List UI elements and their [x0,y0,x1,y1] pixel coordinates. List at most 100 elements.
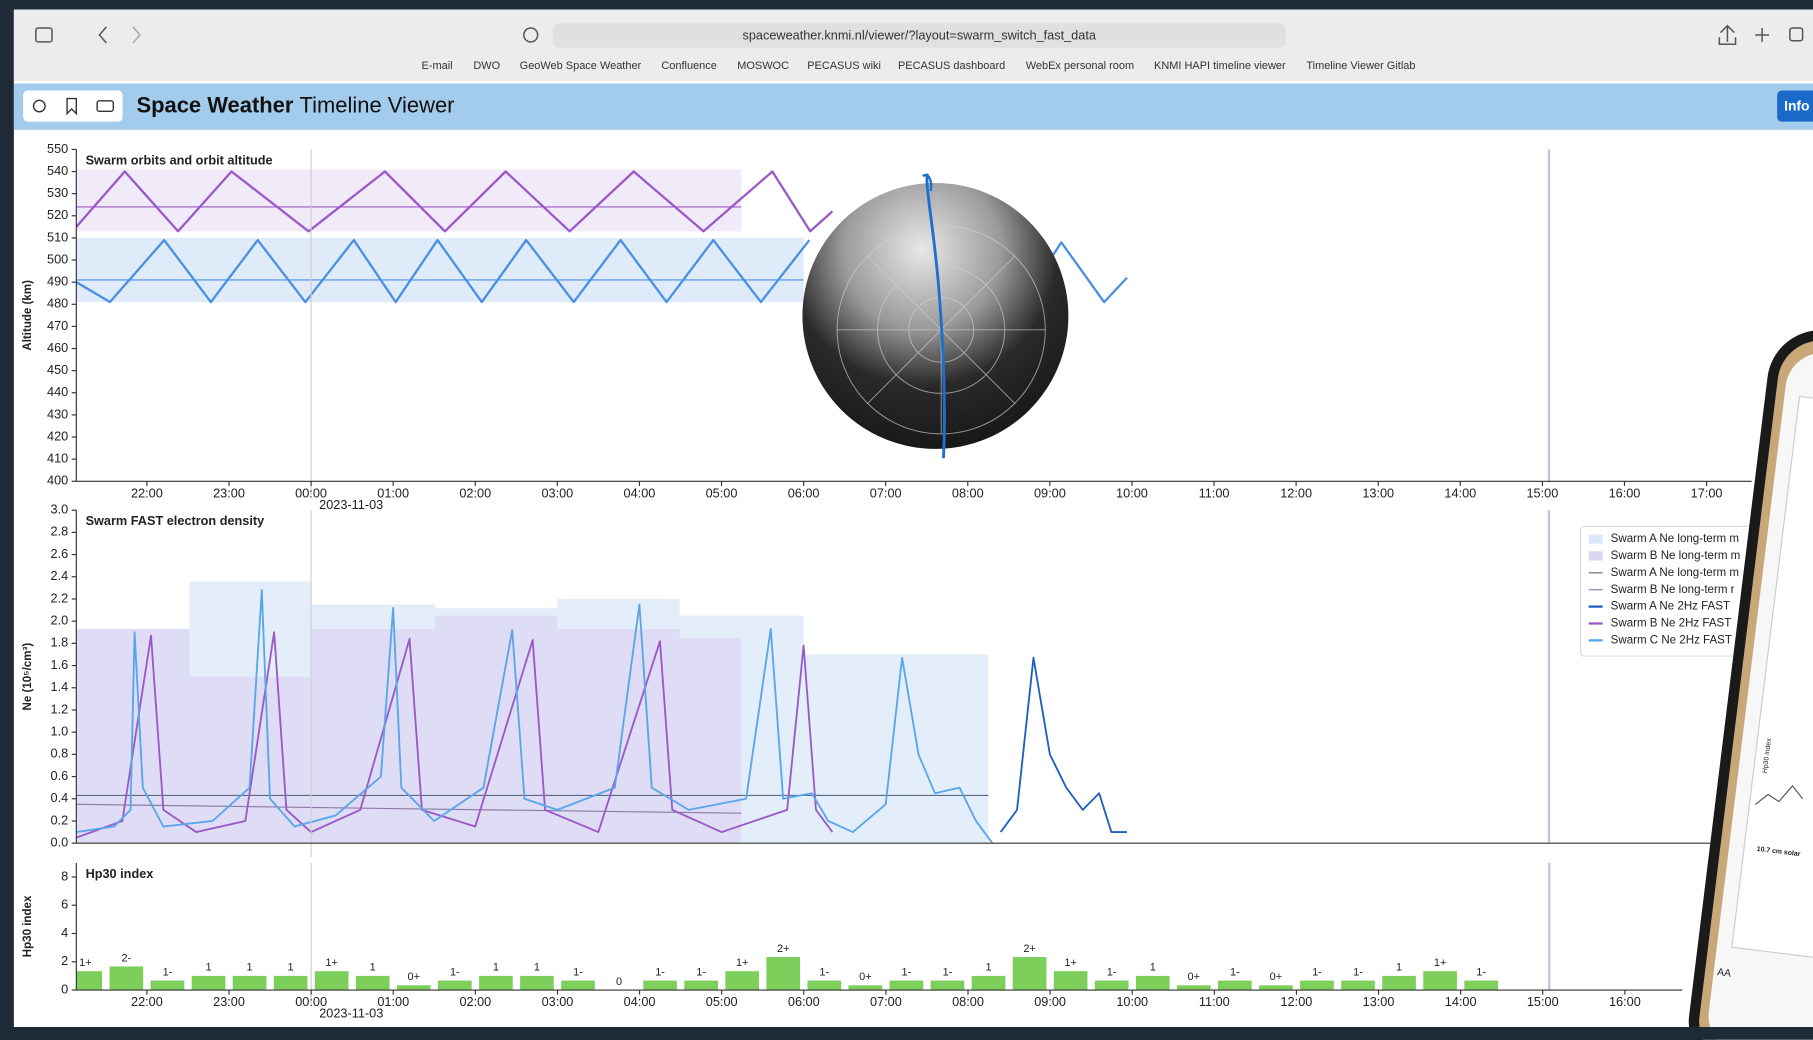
legend-label: Swarm A Ne long-term m [1611,567,1739,579]
x-tick-label: 15:00 [1526,485,1558,500]
bar [1259,985,1293,990]
bar-label: 0+ [408,971,421,983]
bar-label: 1- [1476,966,1486,978]
app-title-light: Timeline Viewer [300,92,455,117]
bar [192,976,226,990]
bar-label: 1- [1353,966,1363,978]
bookmark[interactable]: KNMI HAPI timeline viewer [1154,60,1286,72]
y-tick-label: 1.0 [51,724,69,739]
bar-label: 1 [534,962,540,974]
x-tick-label: 07:00 [870,994,902,1009]
x-tick-label: 12:00 [1280,485,1312,500]
legend-label: Swarm A Ne 2Hz FAST [1611,601,1730,613]
y-tick-label: 1.8 [51,635,69,650]
y-tick-label: 0.2 [51,812,69,827]
bookmark[interactable]: GeoWeb Space Weather [520,60,642,72]
bar [643,981,677,990]
panel-title: Swarm FAST electron density [86,513,265,528]
bookmark[interactable]: E-mail [422,60,453,72]
y-tick-label: 0.0 [51,835,69,850]
bookmark[interactable]: Timeline Viewer Gitlab [1306,60,1415,72]
y-tick-label: 440 [47,384,68,399]
bar-label: 1- [1230,966,1240,978]
bookmark[interactable]: PECASUS wiki [807,60,881,72]
bar [1136,976,1170,990]
bar-label: 1+ [325,957,338,969]
bar-label: 1+ [1434,957,1447,969]
bookmark[interactable]: WebEx personal room [1026,60,1134,72]
y-tick-label: 2.6 [51,546,69,561]
panel-title: Hp30 index [86,866,154,881]
y-tick-label: 0.4 [51,790,69,805]
url-text: spaceweather.knmi.nl/viewer/?layout=swar… [743,27,1097,42]
bar-label: 0+ [859,971,872,983]
x-tick-label: 06:00 [788,485,820,500]
bookmark[interactable]: PECASUS dashboard [898,60,1005,72]
bar-label: 1+ [1064,957,1077,969]
legend-label: Swarm B Ne long-term m [1611,550,1741,562]
bar [274,976,308,990]
bar-label: 0 [616,976,622,988]
y-tick-label: 550 [47,141,68,156]
y-tick-label: 3.0 [51,502,69,517]
bar-label: 2+ [1023,943,1036,955]
y-tick-label: 520 [47,207,68,222]
x-tick-label: 05:00 [706,485,738,500]
x-tick-label: 02:00 [459,485,491,500]
x-tick-label: 23:00 [213,994,245,1009]
y-axis-label: Hp30 index [22,895,34,957]
bar [1218,981,1252,990]
x-tick-label: 15:00 [1527,994,1559,1009]
bookmark[interactable]: Confluence [661,60,717,72]
bar [233,976,267,990]
x-tick-label: 03:00 [542,994,574,1009]
bar [1300,981,1334,990]
x-tick-label: 04:00 [624,994,656,1009]
bar-label: 1- [450,966,460,978]
app-title: Space Weather Timeline Viewer [136,92,454,117]
legend-label: Swarm B Ne 2Hz FAST [1611,618,1732,630]
bar [849,985,883,990]
bar-label: 2+ [777,943,790,955]
bar [1423,971,1457,990]
bar-label: 0+ [1188,971,1201,983]
y-tick-label: 2.2 [51,590,69,605]
bar-label: 1- [943,966,953,978]
legend-label: Swarm B Ne long-term r [1611,584,1735,596]
y-tick-label: 410 [47,451,68,466]
bar-label: 1- [655,966,665,978]
bar-label: 1 [1150,962,1156,974]
app-title-bold: Space Weather [136,92,293,117]
x-tick-label: 09:00 [1034,485,1066,500]
y-tick-label: 2.0 [51,613,69,628]
bookmark[interactable]: MOSWOC [737,60,789,72]
x-tick-label: 16:00 [1609,994,1641,1009]
x-tick-label: 22:00 [131,485,163,500]
bar [1054,971,1088,990]
y-tick-label: 420 [47,428,68,443]
x-tick-label: 09:00 [1034,994,1066,1009]
y-tick-label: 460 [47,340,68,355]
x-tick-label: 04:00 [624,485,656,500]
y-tick-label: 500 [47,251,68,266]
bar [438,981,472,990]
bar [1177,985,1211,990]
bar [890,981,924,990]
y-tick-label: 400 [47,473,68,488]
bookmark[interactable]: DWO [473,60,500,72]
y-tick-label: 1.2 [51,701,69,716]
window [14,10,1813,1028]
info-button-label: Info [1784,97,1809,113]
y-tick-label: 430 [47,406,68,421]
bar [397,985,431,990]
x-tick-label: 10:00 [1116,994,1148,1009]
header-buttons [23,90,122,121]
y-tick-label: 490 [47,274,68,289]
y-tick-label: 0.6 [51,768,69,783]
bookmarks-bar: E-mail DWO GeoWeb Space Weather Confluence M… [422,60,1416,72]
bar [1341,981,1375,990]
bar-label: 1 [247,962,253,974]
bar [684,981,718,990]
x-tick-label: 03:00 [541,485,573,500]
bar-label: 1 [493,962,499,974]
